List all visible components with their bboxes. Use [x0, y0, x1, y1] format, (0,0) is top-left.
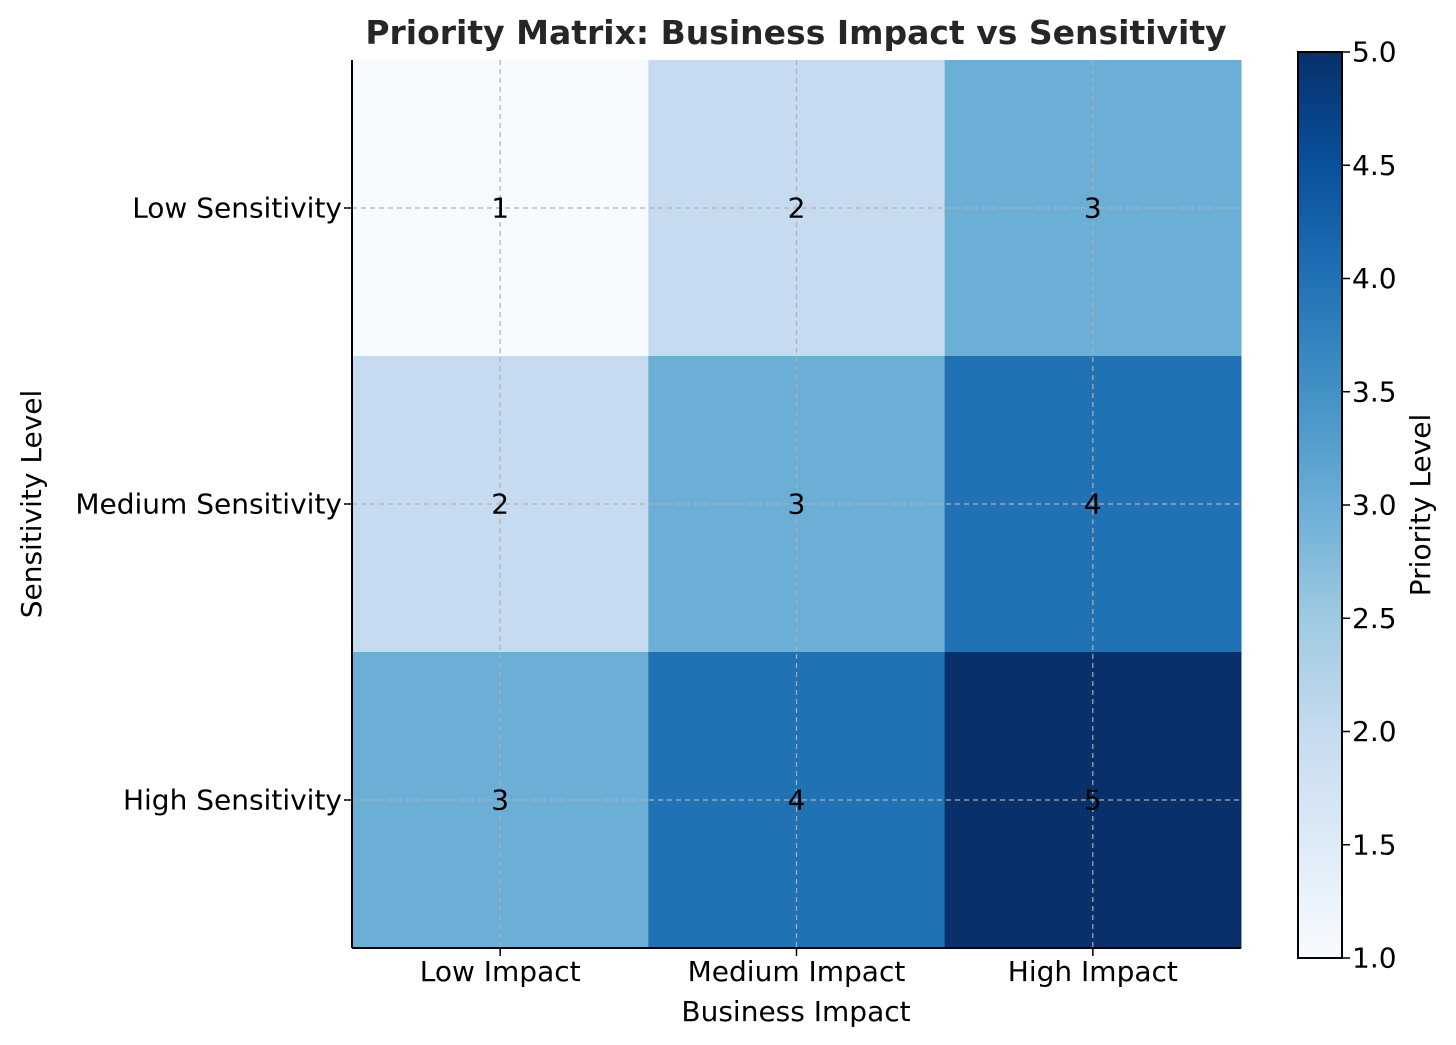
grid-lines	[352, 60, 1241, 948]
y-tick-label: High Sensitivity	[123, 784, 342, 817]
y-tick-label: Medium Sensitivity	[75, 488, 342, 521]
y-tick-label: Low Sensitivity	[132, 192, 342, 225]
cell-value-label: 3	[491, 784, 509, 817]
colorbar-tick-label: 3.5	[1352, 375, 1397, 408]
x-tick-label: Medium Impact	[688, 955, 906, 988]
cell-value-label: 3	[788, 488, 806, 521]
cell-value-label: 4	[788, 784, 806, 817]
colorbar: 1.0 1.5 2.0 2.5 3.0 3.5 4.0 4.5 5.0 Priority Lev…	[1297, 36, 1437, 975]
cell-value-label: 2	[788, 192, 806, 225]
y-axis-label: Sensitivity Level	[15, 390, 48, 619]
x-axis-ticks: Low Impact Medium Impact High Impact	[420, 948, 1178, 988]
cell-value-label: 5	[1084, 784, 1102, 817]
colorbar-tick-label: 2.5	[1352, 602, 1397, 635]
cell-value-labels: 1 2 3 2 3 4 3 4 5	[491, 192, 1101, 817]
colorbar-gradient	[1297, 51, 1343, 959]
cell-value-label: 3	[1084, 192, 1102, 225]
y-axis-ticks: Low Sensitivity Medium Sensitivity High Se…	[75, 192, 352, 817]
colorbar-tick-label: 2.0	[1352, 715, 1397, 748]
x-tick-label: High Impact	[1008, 955, 1178, 988]
chart-title: Priority Matrix: Business Impact vs Sens…	[365, 13, 1226, 52]
x-axis-label: Business Impact	[681, 995, 910, 1028]
colorbar-label: Priority Level	[1404, 414, 1437, 596]
colorbar-ticks: 1.0 1.5 2.0 2.5 3.0 3.5 4.0 4.5 5.0	[1342, 36, 1397, 975]
colorbar-tick-label: 1.5	[1352, 828, 1397, 861]
colorbar-tick-label: 1.0	[1352, 942, 1397, 975]
cell-value-label: 1	[491, 192, 509, 225]
colorbar-tick-label: 4.0	[1352, 262, 1397, 295]
colorbar-tick-label: 4.5	[1352, 149, 1397, 182]
colorbar-tick-label: 3.0	[1352, 489, 1397, 522]
cell-value-label: 2	[491, 488, 509, 521]
colorbar-tick-label: 5.0	[1352, 36, 1397, 69]
cell-value-label: 4	[1084, 488, 1102, 521]
x-tick-label: Low Impact	[420, 955, 581, 988]
